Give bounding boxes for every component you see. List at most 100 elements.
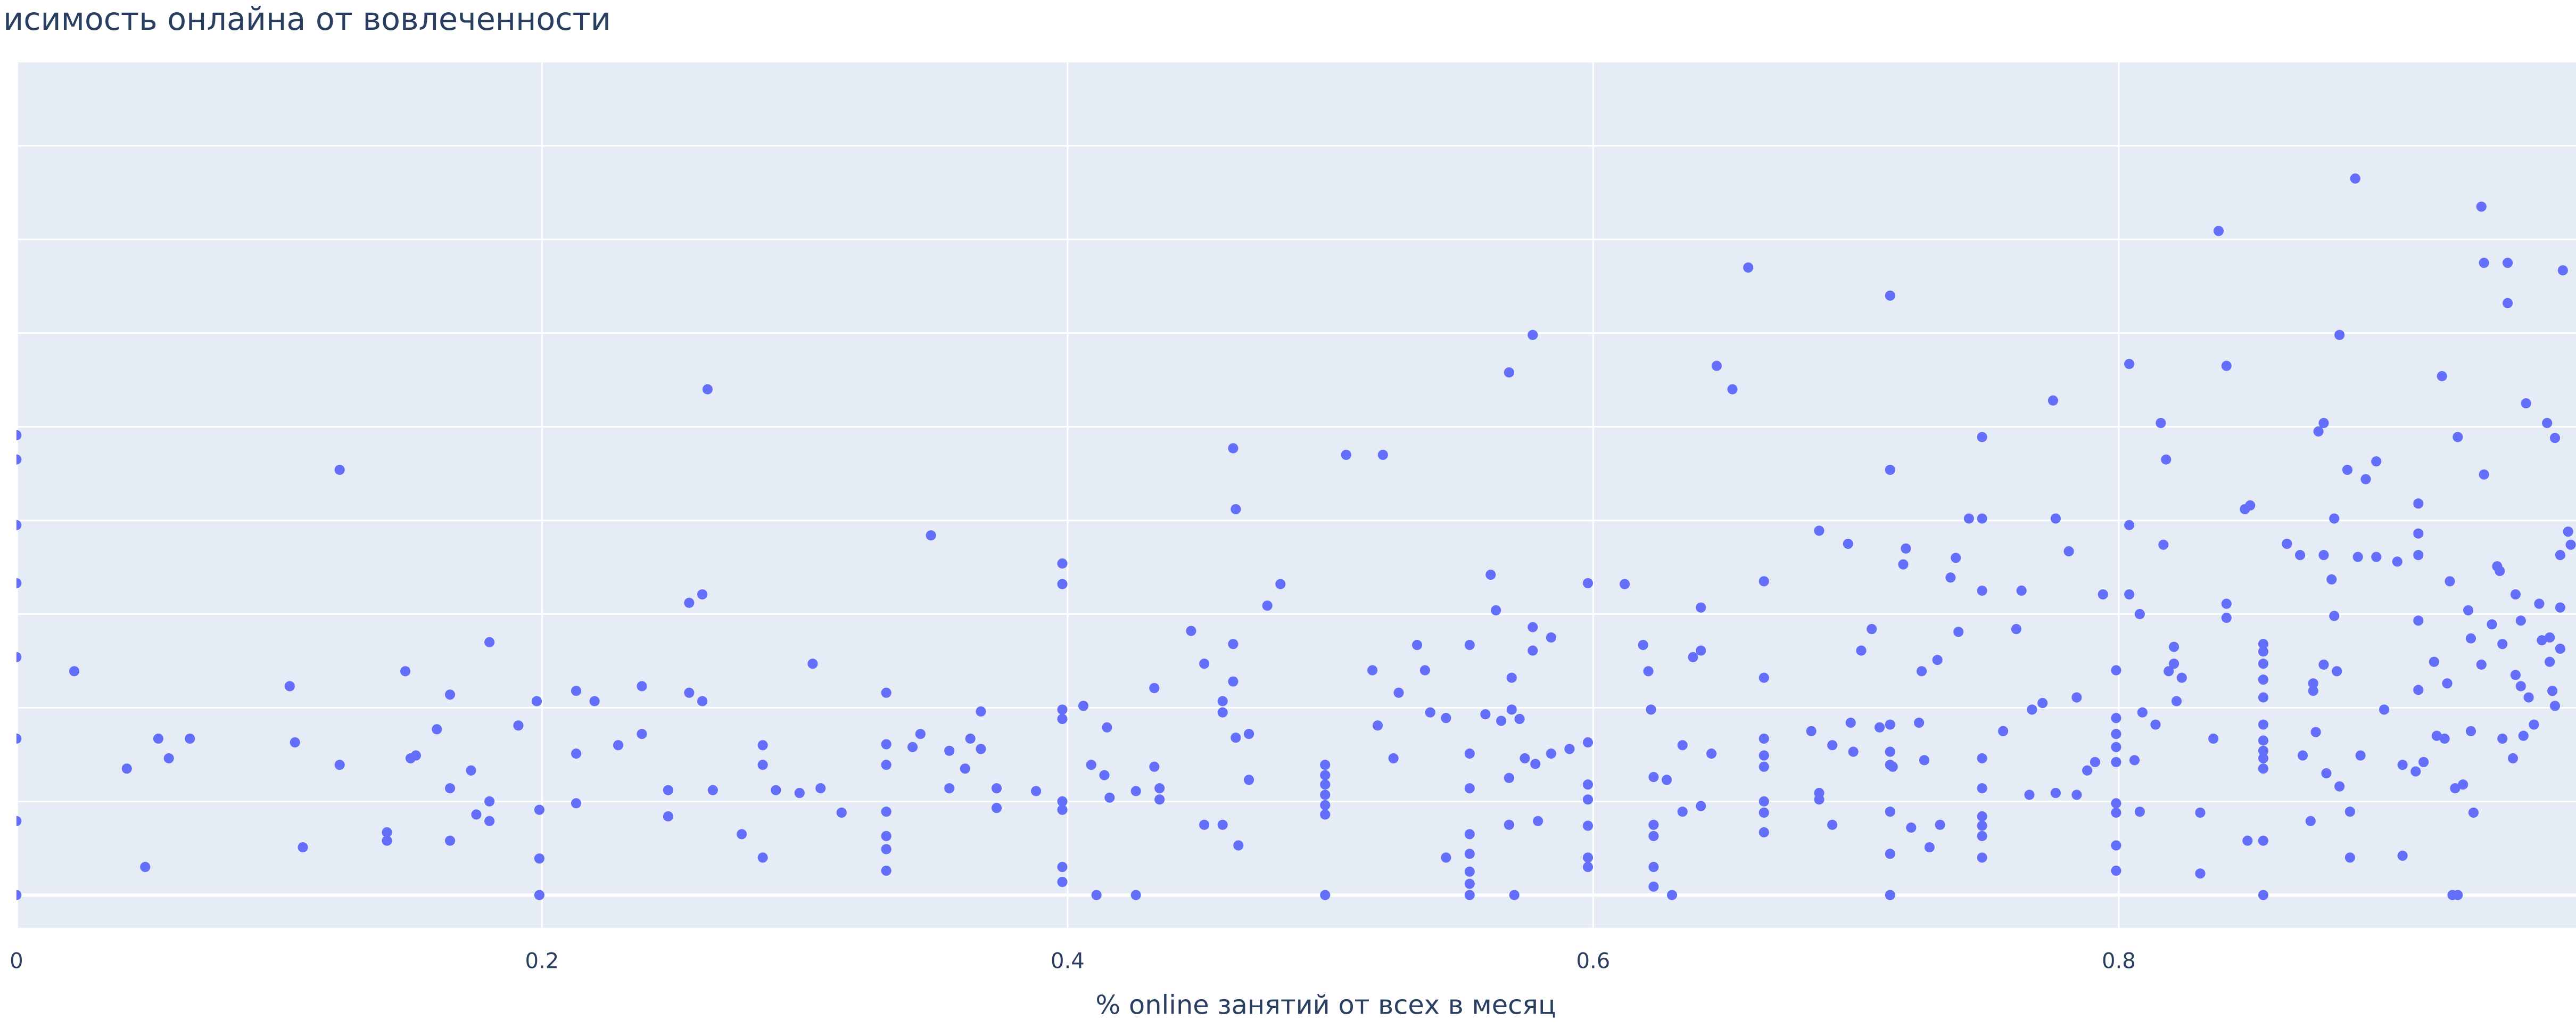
point	[2392, 556, 2402, 567]
point	[2476, 659, 2487, 670]
point	[382, 827, 392, 837]
point	[2258, 890, 2269, 900]
point	[410, 750, 421, 761]
point	[2453, 432, 2463, 442]
point	[400, 666, 411, 677]
point	[16, 890, 22, 900]
point	[1057, 861, 1068, 873]
point	[2310, 727, 2321, 737]
point	[2503, 258, 2513, 268]
point	[1677, 740, 1688, 751]
point	[2458, 779, 2468, 790]
point	[2410, 766, 2421, 777]
point	[444, 835, 456, 846]
point	[2318, 550, 2329, 561]
point	[2090, 756, 2101, 767]
point	[2258, 835, 2269, 846]
point	[976, 744, 986, 754]
point	[1885, 746, 1895, 757]
point	[2537, 635, 2547, 646]
point	[815, 783, 826, 794]
point	[1057, 804, 1068, 815]
point	[1848, 746, 1859, 757]
point	[881, 830, 891, 841]
point	[1648, 881, 1659, 892]
point	[637, 681, 647, 692]
point	[1646, 704, 1656, 715]
point	[16, 652, 22, 662]
point	[1057, 704, 1068, 715]
point	[1885, 290, 1895, 301]
point	[1582, 794, 1594, 805]
point	[2497, 733, 2508, 744]
point	[2164, 666, 2174, 677]
point	[2468, 807, 2479, 818]
point	[2050, 513, 2061, 524]
point	[1102, 722, 1112, 733]
point	[2515, 615, 2526, 626]
point	[1464, 783, 1475, 794]
point	[2111, 756, 2121, 767]
point	[2208, 733, 2219, 744]
point	[2326, 574, 2337, 585]
point	[2352, 552, 2363, 562]
point	[757, 760, 768, 770]
point	[1104, 792, 1115, 803]
point	[2258, 753, 2269, 763]
point	[1696, 602, 1706, 613]
point	[16, 578, 22, 588]
point	[2111, 865, 2121, 876]
point	[513, 720, 524, 731]
point	[2221, 360, 2232, 371]
point	[1528, 330, 1538, 340]
point	[2487, 619, 2497, 630]
point	[2355, 750, 2366, 761]
point	[1582, 578, 1594, 588]
point	[1504, 772, 1514, 783]
point	[571, 798, 582, 809]
point	[1806, 726, 1817, 736]
point	[1320, 789, 1331, 800]
point	[1372, 720, 1383, 731]
point	[1743, 262, 1754, 273]
point	[2465, 633, 2476, 644]
point	[1320, 890, 1331, 900]
point	[1441, 852, 1451, 863]
chart-title: исимость онлайна от вовлеченности	[3, 1, 611, 37]
point	[1758, 807, 1769, 818]
point	[1533, 816, 1543, 826]
point	[1648, 830, 1659, 841]
point	[1464, 890, 1475, 900]
point	[2111, 840, 2121, 851]
point	[1509, 890, 1520, 900]
point	[2258, 745, 2269, 756]
point	[1977, 811, 1987, 822]
point	[1916, 666, 1927, 677]
point	[16, 454, 22, 465]
point	[2258, 719, 2269, 730]
point	[2555, 643, 2565, 654]
point	[1231, 504, 1241, 514]
point	[2221, 612, 2232, 623]
point	[1845, 717, 1856, 728]
point	[707, 785, 718, 795]
point	[1320, 779, 1331, 790]
point	[2016, 585, 2027, 596]
point	[2158, 539, 2169, 550]
point	[2342, 464, 2353, 475]
point	[2098, 589, 2108, 600]
point	[926, 530, 936, 541]
point	[1696, 801, 1706, 811]
point	[1932, 655, 1943, 665]
point	[534, 804, 545, 815]
point	[1504, 819, 1514, 830]
point	[976, 706, 986, 717]
point	[1528, 645, 1538, 656]
point	[2344, 852, 2355, 863]
point	[484, 816, 495, 826]
point	[1506, 704, 1517, 715]
point	[1827, 819, 1838, 830]
point	[757, 740, 768, 751]
point	[907, 742, 918, 752]
point	[1867, 624, 1877, 635]
